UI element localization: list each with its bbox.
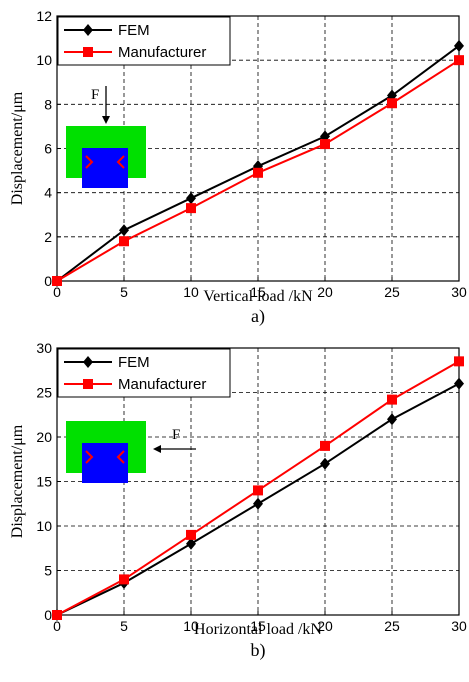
data-point-fem bbox=[253, 497, 263, 510]
data-point-fem bbox=[119, 224, 129, 237]
data-point-manufacturer bbox=[320, 139, 330, 150]
legend-marker bbox=[83, 356, 93, 368]
data-point-manufacturer bbox=[387, 394, 397, 405]
data-point-fem bbox=[186, 537, 196, 550]
data-point-fem bbox=[320, 457, 330, 470]
data-point-manufacturer bbox=[454, 356, 464, 367]
x-tick-label: 5 bbox=[120, 284, 128, 300]
y-tick-label: 12 bbox=[36, 8, 52, 24]
y-axis-title: Displacement/μm bbox=[9, 91, 26, 205]
data-point-manufacturer bbox=[186, 203, 196, 214]
panel-label: b) bbox=[251, 640, 266, 661]
y-tick-label: 2 bbox=[44, 229, 52, 245]
data-point-fem bbox=[387, 413, 397, 426]
y-axis-title: Displacement/μm bbox=[9, 424, 26, 538]
data-point-manufacturer bbox=[387, 98, 397, 109]
data-point-manufacturer bbox=[454, 55, 464, 66]
contact-points bbox=[85, 450, 125, 464]
force-arrowhead bbox=[102, 116, 110, 124]
x-tick-label: 30 bbox=[451, 618, 467, 634]
chart-panel-a: 0 5 10 15 20 25 30 0 2 4 6 8 10 12 Vertical load /kN Di… bbox=[9, 8, 467, 327]
data-point-manufacturer bbox=[186, 529, 196, 540]
plot-frame bbox=[56, 347, 460, 616]
legend-marker bbox=[83, 24, 93, 36]
legend-label-fem: FEM bbox=[118, 354, 150, 371]
x-tick-label: 10 bbox=[183, 618, 199, 634]
x-tick-label: 0 bbox=[53, 618, 61, 634]
panel-label: a) bbox=[251, 306, 265, 327]
x-tick-label: 20 bbox=[317, 618, 333, 634]
inset-schematic: F bbox=[66, 86, 146, 188]
data-point-fem bbox=[454, 39, 464, 52]
legend: FEM Manufacturer bbox=[57, 16, 231, 66]
data-point-fem bbox=[186, 192, 196, 205]
legend-marker bbox=[83, 47, 93, 57]
data-point-manufacturer bbox=[253, 167, 263, 178]
legend-label-manufacturer: Manufacturer bbox=[118, 44, 206, 61]
inset-schematic: F bbox=[66, 421, 196, 483]
data-point-manufacturer bbox=[52, 276, 62, 286]
legend-label-fem: FEM bbox=[118, 22, 150, 39]
data-point-manufacturer bbox=[253, 485, 263, 496]
x-tick-label: 20 bbox=[317, 284, 333, 300]
y-tick-label: 0 bbox=[44, 273, 52, 289]
x-tick-label: 0 bbox=[53, 284, 61, 300]
y-tick-label: 25 bbox=[36, 385, 52, 401]
slider-shape bbox=[82, 443, 128, 483]
data-point-manufacturer bbox=[119, 574, 129, 585]
y-tick-label: 8 bbox=[44, 96, 52, 112]
y-tick-label: 4 bbox=[44, 185, 52, 201]
y-tick-label: 6 bbox=[44, 141, 52, 157]
y-tick-label: 20 bbox=[36, 429, 52, 445]
data-point-manufacturer bbox=[320, 440, 330, 451]
force-label: F bbox=[172, 427, 180, 443]
contact-points bbox=[85, 155, 125, 169]
y-tick-label: 10 bbox=[36, 518, 52, 534]
legend: FEM Manufacturer bbox=[57, 348, 231, 398]
y-tick-label: 5 bbox=[44, 563, 52, 579]
legend-marker bbox=[83, 379, 93, 389]
data-point-fem bbox=[454, 377, 464, 390]
x-tick-label: 25 bbox=[384, 284, 400, 300]
data-point-manufacturer bbox=[119, 236, 129, 247]
data-point-manufacturer bbox=[52, 610, 62, 620]
y-tick-label: 10 bbox=[36, 52, 52, 68]
x-tick-label: 15 bbox=[250, 618, 266, 634]
x-tick-label: 25 bbox=[384, 618, 400, 634]
y-tick-label: 30 bbox=[36, 340, 52, 356]
legend-label-manufacturer: Manufacturer bbox=[118, 376, 206, 393]
x-tick-label: 5 bbox=[120, 618, 128, 634]
x-tick-label: 15 bbox=[250, 284, 266, 300]
x-tick-label: 10 bbox=[183, 284, 199, 300]
y-tick-label: 15 bbox=[36, 474, 52, 490]
slider-shape bbox=[82, 148, 128, 188]
force-label: F bbox=[91, 87, 99, 103]
x-axis-title: Vertical load /kN bbox=[203, 288, 313, 305]
x-axis-title: Horizontal load /kN bbox=[194, 621, 322, 638]
force-arrowhead bbox=[153, 445, 161, 453]
x-tick-label: 30 bbox=[451, 284, 467, 300]
plot-frame bbox=[56, 15, 460, 282]
chart-panel-b: 0 5 10 15 20 25 30 0 5 10 15 20 25 30 Horizontal load … bbox=[9, 340, 467, 661]
y-tick-label: 0 bbox=[44, 607, 52, 623]
